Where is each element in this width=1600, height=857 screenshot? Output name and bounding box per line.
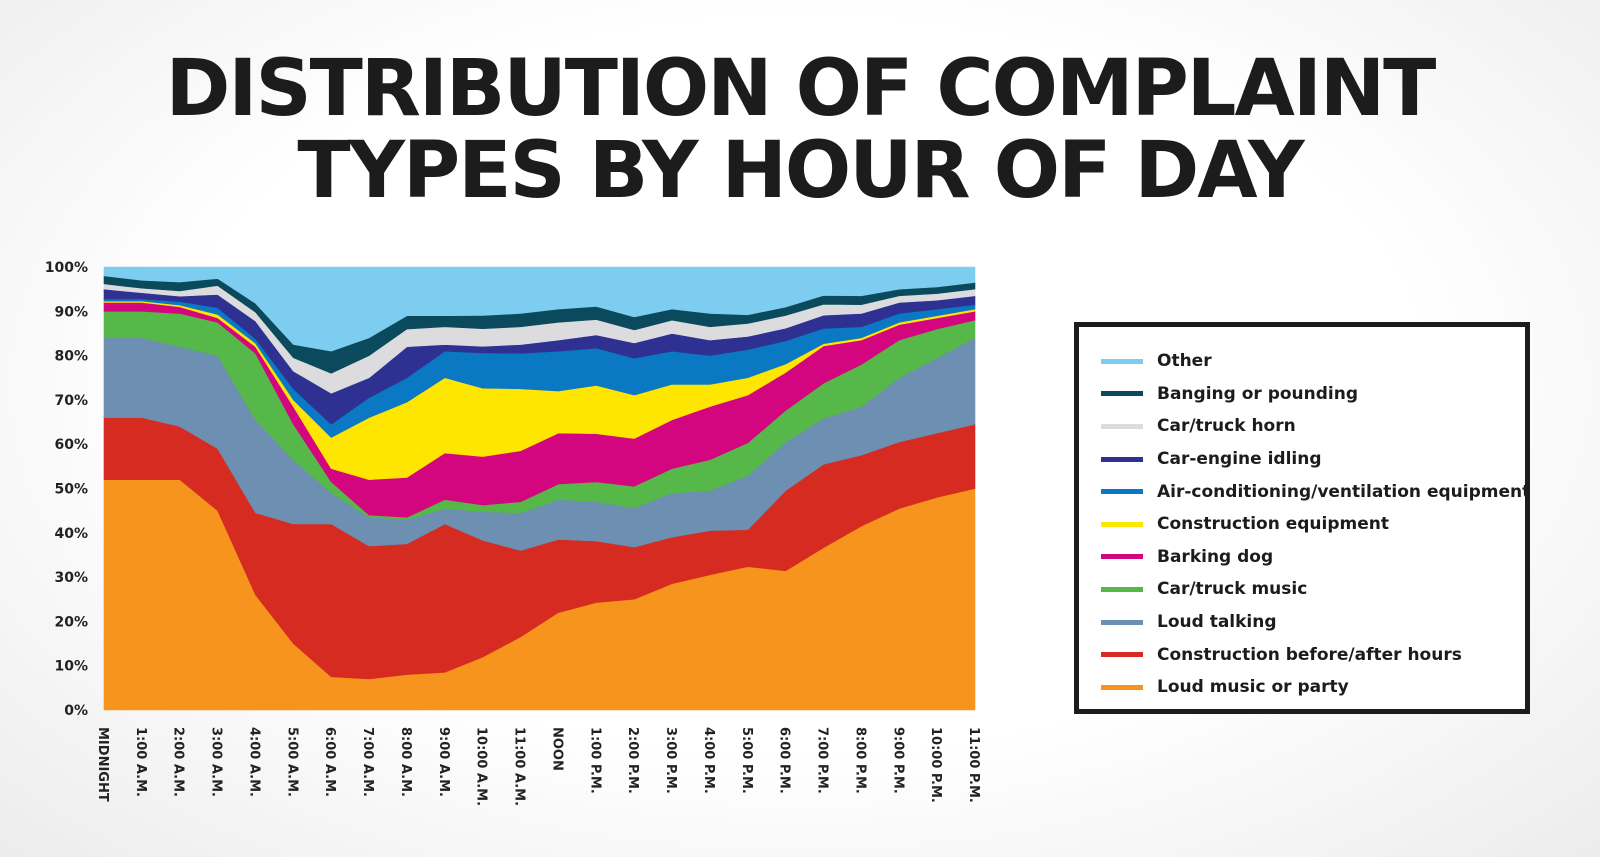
legend-swatch (1101, 423, 1143, 429)
y-tick-label: 100% (45, 260, 88, 276)
legend-label: Loud talking (1157, 612, 1277, 633)
legend-label: Car-engine idling (1157, 449, 1322, 470)
x-tick-label: 9:00 P.M. (890, 727, 905, 794)
x-axis-ticks: MIDNIGHT 1:00 A.M. 2:00 A.M. 3:00 A.M. 4:00 … (95, 727, 981, 806)
chart-title: DISTRIBUTION OF COMPLAINT TYPES BY HOUR … (0, 48, 1600, 212)
x-tick-label: 8:00 A.M. (398, 727, 413, 797)
legend-swatch (1101, 521, 1143, 527)
x-tick-label: 3:00 A.M. (209, 727, 224, 797)
legend-label: Construction before/after hours (1157, 644, 1462, 665)
x-tick-label: 8:00 P.M. (852, 727, 867, 794)
y-tick-label: 0% (64, 703, 88, 719)
y-tick-label: 50% (54, 482, 88, 498)
legend-item: Construction before/after hours (1101, 638, 1525, 671)
legend-label: Loud music or party (1157, 677, 1349, 698)
x-tick-label: 2:00 P.M. (625, 727, 640, 794)
legend-item: Barking dog (1101, 541, 1525, 574)
chart-title-line-2: TYPES BY HOUR OF DAY (297, 126, 1304, 216)
legend-swatch (1101, 684, 1143, 690)
legend-label: Construction equipment (1157, 514, 1389, 535)
legend-item: Car/truck horn (1101, 410, 1525, 443)
legend-item: Other (1101, 345, 1525, 378)
legend-item: Car/truck music (1101, 573, 1525, 606)
x-tick-label: 11:00 A.M. (512, 727, 527, 806)
x-tick-label: 6:00 A.M. (322, 727, 337, 797)
x-tick-label: MIDNIGHT (95, 727, 110, 802)
x-tick-label: 10:00 A.M. (474, 727, 489, 806)
legend-item: Loud talking (1101, 606, 1525, 639)
legend-swatch (1101, 489, 1143, 495)
legend-swatch (1101, 456, 1143, 462)
legend-item: Banging or pounding (1101, 378, 1525, 411)
y-tick-label: 10% (54, 659, 88, 675)
x-tick-label: 7:00 A.M. (360, 727, 375, 797)
chart-title-line-1: DISTRIBUTION OF COMPLAINT (165, 44, 1437, 134)
y-axis-ticks: 0% 10% 20% 30% 40% 50% 60% 70% 80% 90% 100% (45, 260, 88, 719)
y-tick-label: 40% (54, 526, 88, 542)
legend-label: Air-conditioning/ventilation equipment (1157, 481, 1531, 502)
legend-swatch (1101, 554, 1143, 560)
legend-label: Car/truck music (1157, 579, 1308, 600)
legend-item: Car-engine idling (1101, 443, 1525, 476)
x-tick-label: 1:00 P.M. (587, 727, 602, 794)
legend-label: Barking dog (1157, 546, 1274, 567)
x-tick-label: 9:00 A.M. (436, 727, 451, 797)
y-tick-label: 80% (54, 349, 88, 365)
x-tick-label: 10:00 P.M. (928, 727, 943, 803)
legend-label: Car/truck horn (1157, 416, 1296, 437)
legend-list: Other Banging or pounding Car/truck horn Ca… (1079, 327, 1530, 704)
x-tick-label: 1:00 A.M. (133, 727, 148, 797)
x-tick-label: 3:00 P.M. (663, 727, 678, 794)
x-tick-label: 4:00 A.M. (246, 727, 261, 797)
x-tick-label: NOON (549, 727, 564, 771)
legend-swatch (1101, 358, 1143, 364)
legend-label: Other (1157, 351, 1212, 372)
y-tick-label: 90% (54, 304, 88, 320)
legend-item: Air-conditioning/ventilation equipment (1101, 475, 1530, 508)
area-series-group (103, 266, 976, 711)
y-tick-label: 70% (54, 393, 88, 409)
y-tick-label: 60% (54, 437, 88, 453)
x-tick-label: 5:00 P.M. (739, 727, 754, 794)
x-tick-label: 11:00 P.M. (966, 727, 981, 803)
area-series-other (103, 266, 976, 352)
x-tick-label: 5:00 A.M. (284, 727, 299, 797)
y-tick-label: 30% (54, 570, 88, 586)
legend-swatch (1101, 586, 1143, 592)
legend-swatch (1101, 391, 1143, 397)
legend-item: Construction equipment (1101, 508, 1525, 541)
x-tick-label: 6:00 P.M. (777, 727, 792, 794)
x-tick-label: 4:00 P.M. (701, 727, 716, 794)
x-tick-label: 7:00 P.M. (815, 727, 830, 794)
legend-swatch (1101, 652, 1143, 658)
legend-item: Loud music or party (1101, 671, 1525, 704)
x-tick-label: 2:00 A.M. (171, 727, 186, 797)
legend-label: Banging or pounding (1157, 383, 1359, 404)
chart-legend: Other Banging or pounding Car/truck horn Ca… (1074, 322, 1530, 714)
legend-swatch (1101, 619, 1143, 625)
y-tick-label: 20% (54, 614, 88, 630)
